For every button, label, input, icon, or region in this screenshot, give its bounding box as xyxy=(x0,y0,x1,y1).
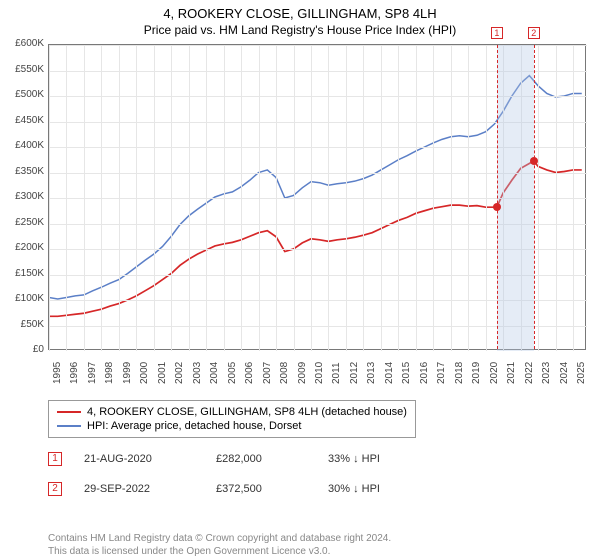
x-tick-label: 2001 xyxy=(157,362,168,384)
sale-row-2: 2 29-SEP-2022 £372,500 30% ↓ HPI xyxy=(48,482,428,496)
x-tick-label: 2003 xyxy=(192,362,203,384)
x-tick-label: 2004 xyxy=(209,362,220,384)
footnote-line1: Contains HM Land Registry data © Crown c… xyxy=(48,533,391,544)
sale-marker-1: 1 xyxy=(491,27,503,39)
y-tick-label: £50K xyxy=(4,319,44,330)
y-tick-label: £450K xyxy=(4,115,44,126)
sale-date: 29-SEP-2022 xyxy=(84,483,194,495)
y-tick-label: £400K xyxy=(4,140,44,151)
plot-area: 12 xyxy=(48,44,586,350)
x-tick-label: 2006 xyxy=(244,362,255,384)
legend-label: 4, ROOKERY CLOSE, GILLINGHAM, SP8 4LH (d… xyxy=(87,406,407,418)
x-tick-label: 2014 xyxy=(384,362,395,384)
sale-row-1: 1 21-AUG-2020 £282,000 33% ↓ HPI xyxy=(48,452,428,466)
x-tick-label: 1998 xyxy=(104,362,115,384)
x-tick-label: 2022 xyxy=(524,362,535,384)
x-tick-label: 2018 xyxy=(454,362,465,384)
legend-swatch xyxy=(57,411,81,413)
x-tick-label: 2020 xyxy=(489,362,500,384)
x-tick-label: 2019 xyxy=(471,362,482,384)
sale-date: 21-AUG-2020 xyxy=(84,453,194,465)
y-tick-label: £300K xyxy=(4,191,44,202)
x-tick-label: 2008 xyxy=(279,362,290,384)
footnote-line2: This data is licensed under the Open Gov… xyxy=(48,546,330,557)
x-tick-label: 2011 xyxy=(331,362,342,384)
sale-dot-2 xyxy=(530,157,538,165)
x-tick-label: 1997 xyxy=(87,362,98,384)
x-tick-label: 2007 xyxy=(262,362,273,384)
sale-marker-2: 2 xyxy=(528,27,540,39)
x-tick-label: 2023 xyxy=(541,362,552,384)
x-tick-label: 1999 xyxy=(122,362,133,384)
y-tick-label: £350K xyxy=(4,166,44,177)
x-tick-label: 2012 xyxy=(349,362,360,384)
x-tick-label: 2009 xyxy=(297,362,308,384)
y-tick-label: £250K xyxy=(4,217,44,228)
chart-container: 4, ROOKERY CLOSE, GILLINGHAM, SP8 4LH Pr… xyxy=(0,0,600,560)
legend-swatch xyxy=(57,425,81,427)
legend-item: 4, ROOKERY CLOSE, GILLINGHAM, SP8 4LH (d… xyxy=(57,405,407,419)
y-tick-label: £500K xyxy=(4,89,44,100)
x-tick-label: 2025 xyxy=(576,362,587,384)
y-tick-label: £550K xyxy=(4,64,44,75)
chart-subtitle: Price paid vs. HM Land Registry's House … xyxy=(0,21,600,41)
x-tick-label: 2002 xyxy=(174,362,185,384)
sale-row-marker: 1 xyxy=(48,452,62,466)
y-tick-label: £200K xyxy=(4,242,44,253)
x-tick-label: 1996 xyxy=(69,362,80,384)
chart-title: 4, ROOKERY CLOSE, GILLINGHAM, SP8 4LH xyxy=(0,0,600,21)
sale-dot-1 xyxy=(493,203,501,211)
x-tick-label: 2016 xyxy=(419,362,430,384)
y-tick-label: £100K xyxy=(4,293,44,304)
x-tick-label: 2013 xyxy=(366,362,377,384)
x-tick-label: 2024 xyxy=(559,362,570,384)
x-tick-label: 1995 xyxy=(52,362,63,384)
legend-item: HPI: Average price, detached house, Dors… xyxy=(57,419,407,433)
x-tick-label: 2005 xyxy=(227,362,238,384)
x-tick-label: 2015 xyxy=(401,362,412,384)
y-tick-label: £0 xyxy=(4,344,44,355)
x-tick-label: 2010 xyxy=(314,362,325,384)
sale-price: £282,000 xyxy=(216,453,306,465)
x-tick-label: 2017 xyxy=(436,362,447,384)
legend-label: HPI: Average price, detached house, Dors… xyxy=(87,420,301,432)
footnote: Contains HM Land Registry data © Crown c… xyxy=(48,532,568,558)
y-tick-label: £600K xyxy=(4,38,44,49)
sale-delta: 30% ↓ HPI xyxy=(328,483,428,495)
sale-price: £372,500 xyxy=(216,483,306,495)
sale-row-marker: 2 xyxy=(48,482,62,496)
y-tick-label: £150K xyxy=(4,268,44,279)
x-tick-label: 2000 xyxy=(139,362,150,384)
sale-delta: 33% ↓ HPI xyxy=(328,453,428,465)
x-tick-label: 2021 xyxy=(506,362,517,384)
legend: 4, ROOKERY CLOSE, GILLINGHAM, SP8 4LH (d… xyxy=(48,400,416,438)
